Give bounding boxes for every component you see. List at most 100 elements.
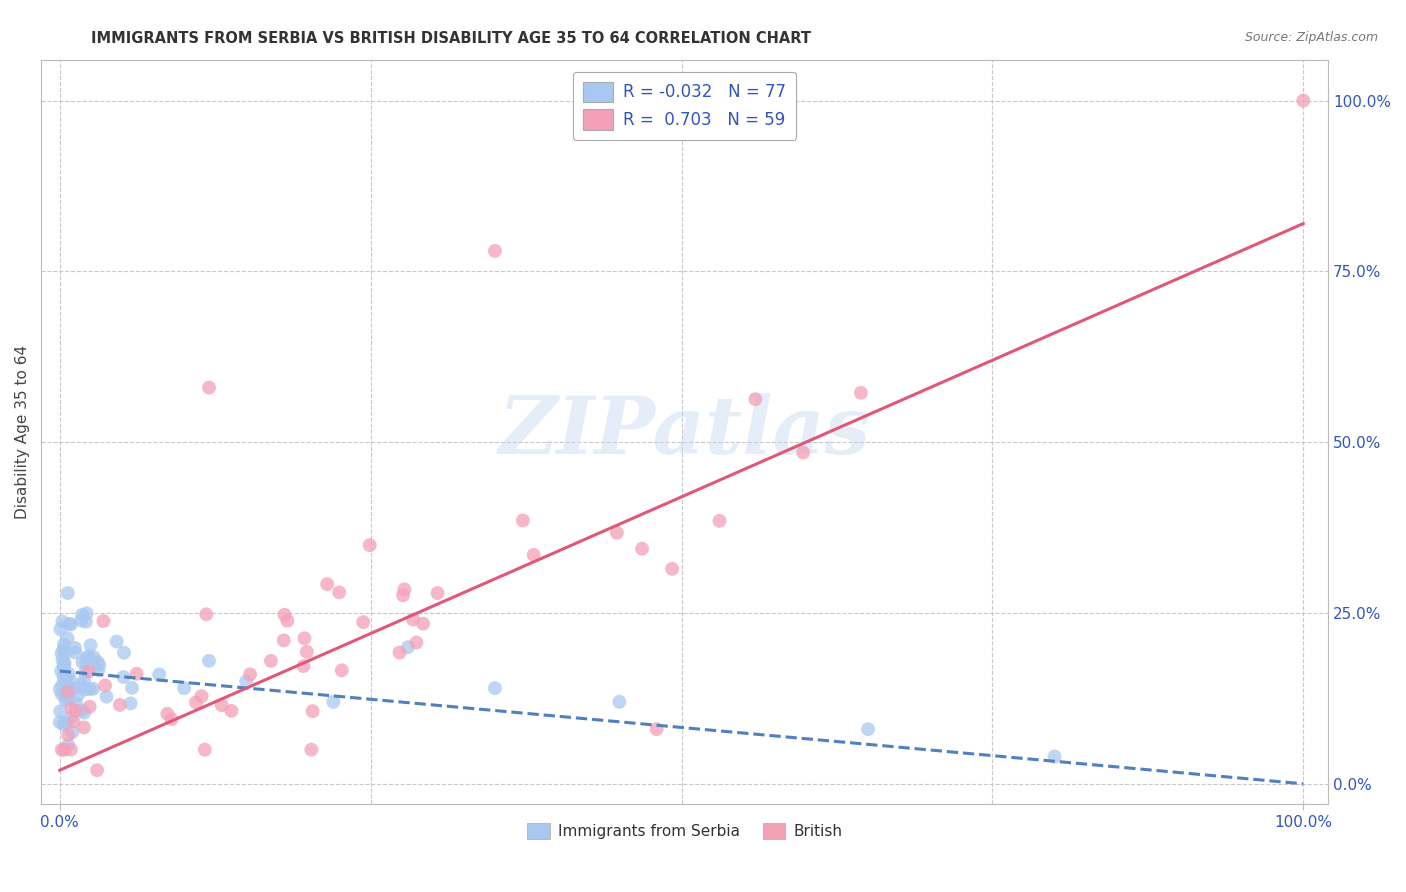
Point [70, 607, 93, 622]
Point [51, 664, 73, 678]
Point [73, 682, 96, 697]
Point [426, 586, 449, 600]
Point [52, 670, 75, 684]
Point [51, 653, 73, 667]
Point [52, 643, 75, 657]
Point [49, 715, 72, 730]
Point [60, 701, 83, 715]
Point [56, 586, 79, 600]
Point [75, 657, 97, 671]
Point [56, 685, 79, 699]
Point [112, 646, 135, 660]
Point [70, 703, 93, 717]
Point [184, 695, 207, 709]
Point [273, 633, 295, 648]
Point [73, 706, 96, 720]
Point [63, 681, 86, 696]
Point [60, 725, 83, 739]
Point [120, 697, 142, 711]
Point [51, 742, 73, 756]
Point [294, 632, 316, 646]
Point [94, 678, 117, 692]
Point [89, 657, 111, 672]
Point [62, 714, 84, 729]
Point [59, 683, 82, 698]
Point [235, 674, 257, 689]
Point [295, 645, 318, 659]
Point [51, 687, 73, 701]
Point [322, 695, 344, 709]
Point [607, 695, 630, 709]
Y-axis label: Disability Age 35 to 64: Disability Age 35 to 64 [15, 345, 30, 519]
Point [70, 678, 93, 692]
Point [63, 640, 86, 655]
Point [148, 667, 170, 681]
Point [49, 704, 72, 718]
Point [645, 722, 668, 736]
Point [121, 681, 143, 695]
Point [52, 659, 75, 673]
Point [396, 640, 419, 655]
Text: IMMIGRANTS FROM SERBIA VS BRITISH DISABILITY AGE 35 TO 64 CORRELATION CHART: IMMIGRANTS FROM SERBIA VS BRITISH DISABI… [91, 31, 811, 46]
Point [51, 678, 73, 692]
Point [352, 615, 374, 629]
Point [56, 738, 79, 752]
Point [299, 742, 322, 756]
Point [59, 742, 82, 756]
Point [330, 663, 353, 677]
Point [55, 646, 77, 660]
Point [70, 614, 93, 628]
Point [77, 649, 100, 664]
Point [53, 657, 76, 671]
Point [59, 673, 82, 688]
Point [744, 392, 766, 407]
Point [52, 658, 75, 673]
Point [523, 548, 546, 562]
Point [65, 696, 87, 710]
Point [51, 646, 73, 660]
Point [606, 525, 628, 540]
Point [77, 665, 100, 679]
Point [388, 646, 411, 660]
Point [316, 577, 339, 591]
Point [73, 720, 96, 734]
Point [405, 635, 427, 649]
Point [1043, 749, 1066, 764]
Point [160, 712, 183, 726]
Point [856, 722, 879, 736]
Point [661, 562, 683, 576]
Point [276, 614, 298, 628]
Point [484, 681, 506, 695]
Point [79, 699, 101, 714]
Point [195, 607, 218, 622]
Point [359, 538, 381, 552]
Point [72, 655, 94, 669]
Point [49, 622, 72, 636]
Point [79, 682, 101, 697]
Point [60, 710, 83, 724]
Point [56, 632, 79, 646]
Point [631, 541, 654, 556]
Text: Source: ZipAtlas.com: Source: ZipAtlas.com [1244, 31, 1378, 45]
Point [105, 634, 128, 648]
Legend: Immigrants from Serbia, British: Immigrants from Serbia, British [522, 817, 848, 845]
Point [1292, 94, 1315, 108]
Point [849, 385, 872, 400]
Point [53, 742, 76, 756]
Point [328, 585, 350, 599]
Point [190, 689, 212, 703]
Point [96, 690, 118, 704]
Point [484, 244, 506, 258]
Point [51, 615, 73, 629]
Point [709, 514, 731, 528]
Point [292, 659, 315, 673]
Point [65, 645, 87, 659]
Point [58, 616, 80, 631]
Point [55, 672, 77, 686]
Point [211, 698, 233, 713]
Point [221, 704, 243, 718]
Point [75, 665, 97, 679]
Point [112, 670, 135, 684]
Point [52, 717, 75, 731]
Point [156, 706, 179, 721]
